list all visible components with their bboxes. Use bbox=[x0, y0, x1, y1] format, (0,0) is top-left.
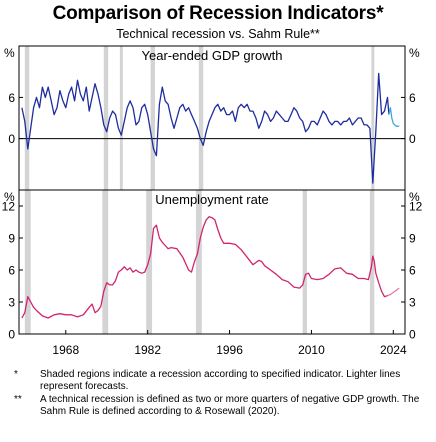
actual-line bbox=[21, 72, 390, 184]
y-tick-label-right: 12 bbox=[409, 200, 423, 214]
y-tick-label-right: 3 bbox=[409, 296, 416, 310]
y-tick-label-left: 6 bbox=[8, 264, 15, 278]
chart-subtitle: Technical recession vs. Sahm Rule** bbox=[116, 27, 320, 41]
footnote-text: Shaded regions indicate a recession acco… bbox=[40, 369, 401, 392]
footnote: * Shaded regions indicate a recession ac… bbox=[14, 369, 424, 392]
recession-shading bbox=[103, 46, 109, 190]
y-tick-label-left: 9 bbox=[8, 232, 15, 246]
actual-line bbox=[21, 216, 388, 319]
x-tick-label: 1996 bbox=[216, 343, 243, 357]
recession-shading bbox=[119, 46, 123, 190]
y-tick-label-right: 0 bbox=[409, 328, 416, 342]
forecast-line bbox=[387, 287, 400, 297]
x-tick-label: 2010 bbox=[298, 343, 325, 357]
y-tick-label-left: 3 bbox=[8, 296, 15, 310]
y-unit-label-right: % bbox=[409, 190, 420, 204]
footnotes: * Shaded regions indicate a recession ac… bbox=[14, 369, 424, 419]
y-tick-label-right: 6 bbox=[409, 91, 416, 105]
footnote-marker: * bbox=[14, 369, 18, 380]
y-tick-label-right: 0 bbox=[409, 132, 416, 146]
recession-shading bbox=[24, 46, 30, 190]
y-unit-label-left: % bbox=[4, 190, 15, 204]
recession-shading bbox=[24, 190, 31, 334]
forecast-line bbox=[388, 107, 400, 127]
y-tick-label-right: 9 bbox=[409, 232, 416, 246]
recession-shading bbox=[302, 190, 308, 334]
y-unit-label-right: % bbox=[409, 46, 420, 60]
y-tick-label-right: 6 bbox=[409, 264, 416, 278]
footnote: ** A technical recession is defined as t… bbox=[14, 394, 424, 417]
y-tick-label-left: 0 bbox=[8, 328, 15, 342]
y-tick-label-left: 12 bbox=[2, 200, 16, 214]
recession-shading bbox=[195, 190, 202, 334]
panel-title: Year-ended GDP growth bbox=[142, 48, 283, 63]
recession-shading bbox=[146, 190, 153, 334]
y-unit-label-left: % bbox=[4, 46, 15, 60]
footnote-text: A technical recession is defined as two … bbox=[40, 394, 420, 417]
panel-title: Unemployment rate bbox=[155, 192, 268, 207]
recession-shading bbox=[371, 46, 375, 190]
x-tick-label: 1982 bbox=[134, 343, 161, 357]
recession-shading bbox=[198, 46, 204, 190]
x-tick-label: 2024 bbox=[380, 343, 407, 357]
y-tick-label-left: 6 bbox=[8, 91, 15, 105]
x-tick-label: 1968 bbox=[52, 343, 79, 357]
recession-shading bbox=[102, 190, 109, 334]
recession-shading bbox=[150, 46, 155, 190]
footnote-marker: ** bbox=[14, 394, 22, 405]
chart-title: Comparison of Recession Indicators* bbox=[52, 3, 384, 24]
y-tick-label-left: 0 bbox=[8, 132, 15, 146]
